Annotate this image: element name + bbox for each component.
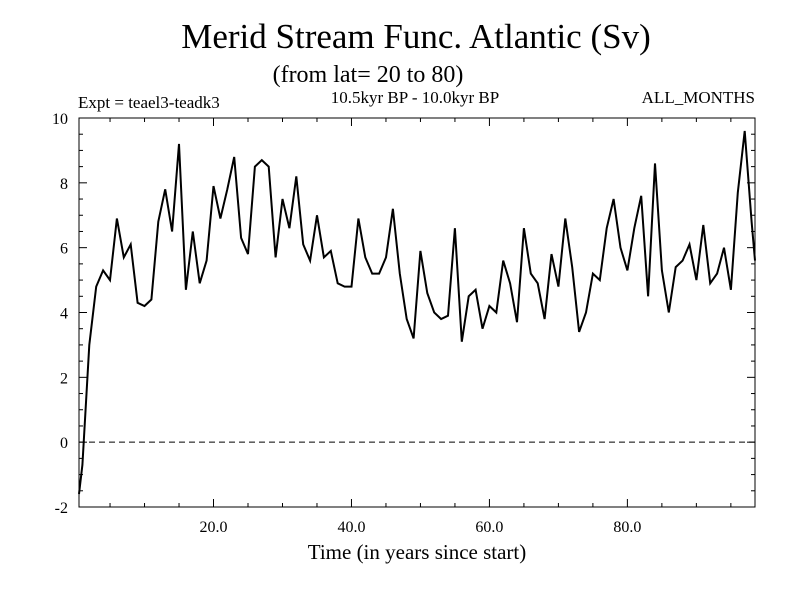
- axis-ticks: -2 0 2 4 6 8 10 20.0 40.0 60.0 80.0: [52, 111, 755, 536]
- period-label: 10.5kyr BP - 10.0kyr BP: [331, 88, 499, 107]
- series-group: [78, 130, 756, 495]
- x-tick-label: 80.0: [613, 519, 641, 536]
- x-tick-label: 60.0: [475, 519, 503, 536]
- chart-subtitle: (from lat= 20 to 80): [273, 62, 464, 88]
- y-tick-label: 6: [60, 241, 68, 258]
- y-tick-label: 4: [60, 306, 68, 323]
- y-tick-label: -2: [55, 500, 68, 517]
- x-tick-label: 40.0: [337, 519, 365, 536]
- x-tick-label: 20.0: [200, 519, 228, 536]
- chart-title: Merid Stream Func. Atlantic (Sv): [181, 17, 651, 56]
- experiment-label: Expt = teael3-teadk3: [78, 93, 220, 112]
- x-axis-label: Time (in years since start): [308, 540, 527, 564]
- series-line: [78, 130, 756, 495]
- months-label: ALL_MONTHS: [642, 88, 755, 107]
- y-tick-label: 8: [60, 176, 68, 193]
- y-tick-label: 2: [60, 370, 68, 387]
- y-tick-label: 0: [60, 435, 68, 452]
- y-tick-label: 10: [52, 111, 68, 128]
